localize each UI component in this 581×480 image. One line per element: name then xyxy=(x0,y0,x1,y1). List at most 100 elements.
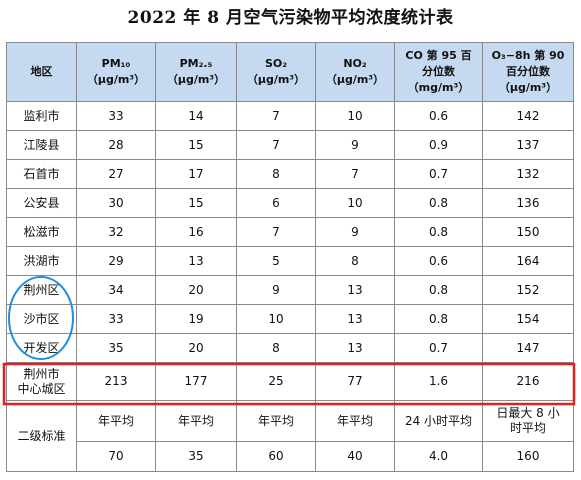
pm25-cell: 19 xyxy=(155,304,237,334)
table-row: 松滋市 32 16 7 9 0.8 150 xyxy=(6,217,574,247)
so2-cell: 8 xyxy=(236,159,316,189)
o3-cell: 132 xyxy=(482,159,574,189)
header-no2-unit: （μg/m³） xyxy=(325,73,385,86)
so2-cell: 7 xyxy=(236,217,316,247)
header-pm25-name: PM₂.₅ xyxy=(179,57,213,70)
o3-cell: 152 xyxy=(482,275,574,305)
pm10-cell: 33 xyxy=(76,101,156,131)
region-cell: 石首市 xyxy=(6,159,77,189)
so2-cell: 7 xyxy=(236,101,316,131)
no2-cell: 13 xyxy=(315,333,395,363)
header-no2-name: NO₂ xyxy=(343,57,367,70)
header-pm25: PM₂.₅ （μg/m³） xyxy=(155,42,237,102)
no2-cell: 9 xyxy=(315,130,395,160)
pm10-cell: 27 xyxy=(76,159,156,189)
pm10-cell: 28 xyxy=(76,130,156,160)
no2-cell: 7 xyxy=(315,159,395,189)
header-pm10: PM₁₀ （μg/m³） xyxy=(76,42,156,102)
region-cell: 松滋市 xyxy=(6,217,77,247)
co-cell: 0.9 xyxy=(394,130,483,160)
pm10-cell: 34 xyxy=(76,275,156,305)
o3-period-line2: 时平均 xyxy=(509,421,546,435)
region-cell: 开发区 xyxy=(6,333,77,363)
no2-limit: 40 xyxy=(315,441,395,472)
o3-cell: 154 xyxy=(482,304,574,334)
table-row: 监利市 33 14 7 10 0.6 142 xyxy=(6,101,574,131)
o3-limit: 160 xyxy=(482,441,574,472)
no2-cell: 13 xyxy=(315,275,395,305)
table-title: 2022 年 8 月空气污染物平均浓度统计表 xyxy=(127,8,454,28)
o3-cell: 150 xyxy=(482,217,574,247)
pm25-limit: 35 xyxy=(155,441,237,472)
pm25-cell: 13 xyxy=(155,246,237,276)
co-cell: 0.8 xyxy=(394,217,483,247)
co-cell: 0.8 xyxy=(394,304,483,334)
so2-cell: 5 xyxy=(236,246,316,276)
o3-cell: 164 xyxy=(482,246,574,276)
header-so2-name: SO₂ xyxy=(264,57,288,70)
co-cell: 0.6 xyxy=(394,246,483,276)
pm25-cell: 15 xyxy=(155,188,237,218)
header-pm25-unit: （μg/m³） xyxy=(166,73,226,86)
header-co-line1: CO 第 95 百 xyxy=(405,49,472,62)
header-pm10-unit: （μg/m³） xyxy=(86,73,146,86)
header-o3-unit: （μg/m³） xyxy=(498,81,558,94)
region-cell: 沙市区 xyxy=(6,304,77,334)
header-co: CO 第 95 百 分位数 （mg/m³） xyxy=(394,42,483,102)
so2-cell: 8 xyxy=(236,333,316,363)
pm10-cell: 32 xyxy=(76,217,156,247)
so2-cell: 10 xyxy=(236,304,316,334)
pm25-cell: 15 xyxy=(155,130,237,160)
table-row: 开发区 35 20 8 13 0.7 147 xyxy=(6,333,574,363)
pm10-cell: 29 xyxy=(76,246,156,276)
header-o3-line2: 百分位数 xyxy=(506,65,550,78)
table-row: 公安县 30 15 6 10 0.8 136 xyxy=(6,188,574,218)
so2-cell: 6 xyxy=(236,188,316,218)
pm10-cell: 33 xyxy=(76,304,156,334)
o3-period-line1: 日最大 8 小 xyxy=(496,406,560,420)
header-co-unit: （mg/m³） xyxy=(407,81,470,94)
co-cell: 0.6 xyxy=(394,101,483,131)
o3-cell: 147 xyxy=(482,333,574,363)
header-pm10-name: PM₁₀ xyxy=(101,57,131,70)
pm25-cell: 14 xyxy=(155,101,237,131)
header-o3: O₃−8h 第 90 百分位数 （μg/m³） xyxy=(482,42,574,102)
table-row: 荆州区 34 20 9 13 0.8 152 xyxy=(6,275,574,305)
table-row: 洪湖市 29 13 5 8 0.6 164 xyxy=(6,246,574,276)
region-cell: 监利市 xyxy=(6,101,77,131)
header-so2-unit: （μg/m³） xyxy=(246,73,306,86)
so2-cell: 9 xyxy=(236,275,316,305)
header-region: 地区 xyxy=(6,42,77,102)
standard-label: 二级标准 xyxy=(6,400,77,472)
o3-cell: 142 xyxy=(482,101,574,131)
pm10-cell: 35 xyxy=(76,333,156,363)
pm10-period: 年平均 xyxy=(76,400,156,442)
so2-cell: 7 xyxy=(236,130,316,160)
standard-limit-row: 70 35 60 40 4.0 160 xyxy=(7,441,574,472)
pm25-cell: 17 xyxy=(155,159,237,189)
o3-cell: 216 xyxy=(482,362,574,401)
center-city-region: 荆州市 中心城区 xyxy=(6,362,77,401)
no2-cell: 9 xyxy=(315,217,395,247)
no2-cell: 77 xyxy=(315,362,395,401)
region-cell: 江陵县 xyxy=(6,130,77,160)
co-cell: 0.7 xyxy=(394,333,483,363)
region-cell: 公安县 xyxy=(6,188,77,218)
no2-cell: 10 xyxy=(315,101,395,131)
pm10-limit: 70 xyxy=(76,441,156,472)
header-o3-line1: O₃−8h 第 90 xyxy=(491,49,565,62)
center-city-row: 荆州市 中心城区 213 177 25 77 1.6 216 xyxy=(6,362,574,401)
co-period: 24 小时平均 xyxy=(394,400,483,442)
no2-cell: 13 xyxy=(315,304,395,334)
header-row: 地区 PM₁₀ （μg/m³） PM₂.₅ （μg/m³） SO₂ （μg/m³… xyxy=(6,42,574,102)
pm10-cell: 213 xyxy=(76,362,156,401)
co-cell: 1.6 xyxy=(394,362,483,401)
pm10-cell: 30 xyxy=(76,188,156,218)
header-no2: NO₂ （μg/m³） xyxy=(315,42,395,102)
table-row: 沙市区 33 19 10 13 0.8 154 xyxy=(6,304,574,334)
center-city-region-line1: 荆州市 xyxy=(23,366,60,381)
o3-period: 日最大 8 小 时平均 xyxy=(482,400,574,442)
so2-period: 年平均 xyxy=(236,400,316,442)
region-cell: 洪湖市 xyxy=(6,246,77,276)
header-so2: SO₂ （μg/m³） xyxy=(236,42,316,102)
